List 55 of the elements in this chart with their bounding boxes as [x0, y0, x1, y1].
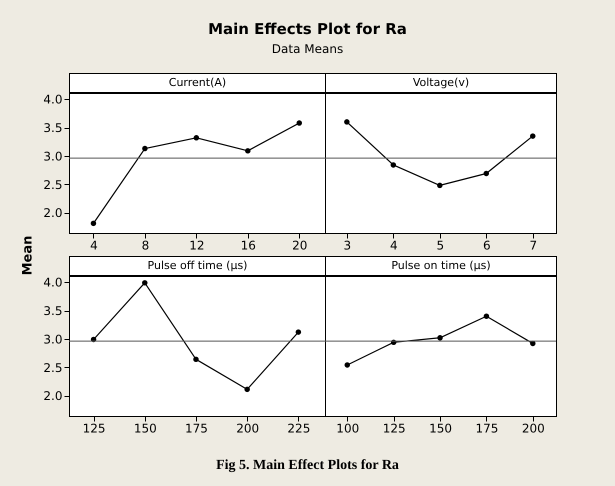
- point: [296, 120, 302, 126]
- chart-title: Voltage(v): [325, 73, 557, 93]
- point: [484, 314, 490, 319]
- x-tick-label: 20: [292, 238, 308, 252]
- chart-title: Current(A): [69, 73, 326, 93]
- y-tick-label: 4.0: [43, 276, 62, 290]
- y-tick-label: 2.5: [43, 178, 62, 192]
- point: [245, 148, 251, 154]
- text: Data Means: [270, 42, 344, 56]
- x-tick-label: 125: [382, 422, 406, 436]
- y-tick-label: 4.0: [43, 92, 62, 107]
- x-tick-label: 3: [344, 238, 352, 252]
- point: [142, 146, 148, 152]
- point: [142, 280, 148, 286]
- point: [193, 356, 199, 362]
- x-tick-label: 125: [82, 422, 106, 436]
- x-tick-label: 5: [436, 238, 444, 252]
- point: [390, 162, 396, 168]
- x-tick-label: 7: [529, 238, 538, 252]
- y-tick-label: 3.0: [43, 332, 62, 346]
- x-tick-label: 6: [482, 238, 491, 252]
- x-tick-label: 150: [429, 422, 452, 436]
- x-tick-label: 8: [142, 238, 150, 252]
- y-tick-label: 2.0: [43, 389, 62, 404]
- x-tick-label: 4: [90, 238, 98, 252]
- x-tick-label: 175: [475, 422, 498, 436]
- y-tick-label: 3.0: [43, 149, 62, 164]
- x-tick-label: 16: [240, 238, 256, 252]
- y-axis-title: Mean: [20, 234, 36, 278]
- point: [344, 119, 350, 125]
- x-tick-label: 100: [336, 422, 360, 436]
- x-tick-label: 12: [189, 238, 204, 252]
- x-tick-label: 225: [287, 422, 310, 436]
- y-tick-label: 2.0: [43, 206, 62, 220]
- chart-title: Pulse off time (µs): [69, 256, 326, 276]
- chart-title: Pulse on time (µs): [325, 256, 557, 276]
- y-tick-label: 3.5: [43, 304, 62, 318]
- text: Main Effects Plot for Ra: [207, 20, 408, 38]
- x-tick-label: 4: [390, 238, 398, 252]
- point: [344, 362, 350, 368]
- point: [296, 329, 302, 335]
- point: [244, 386, 250, 392]
- point: [437, 182, 443, 188]
- y-tick-label: 2.5: [43, 360, 62, 375]
- point: [90, 220, 96, 226]
- x-tick-label: 200: [522, 422, 545, 436]
- caption: Fig 5. Main Effect Plots for Ra: [215, 458, 400, 474]
- point: [437, 335, 443, 341]
- point: [194, 135, 200, 141]
- x-tick-label: 175: [185, 422, 208, 436]
- point: [484, 170, 490, 176]
- x-tick-label: 150: [134, 422, 157, 436]
- x-tick-label: 200: [236, 422, 260, 436]
- y-tick-label: 3.5: [43, 121, 62, 136]
- point: [530, 133, 536, 139]
